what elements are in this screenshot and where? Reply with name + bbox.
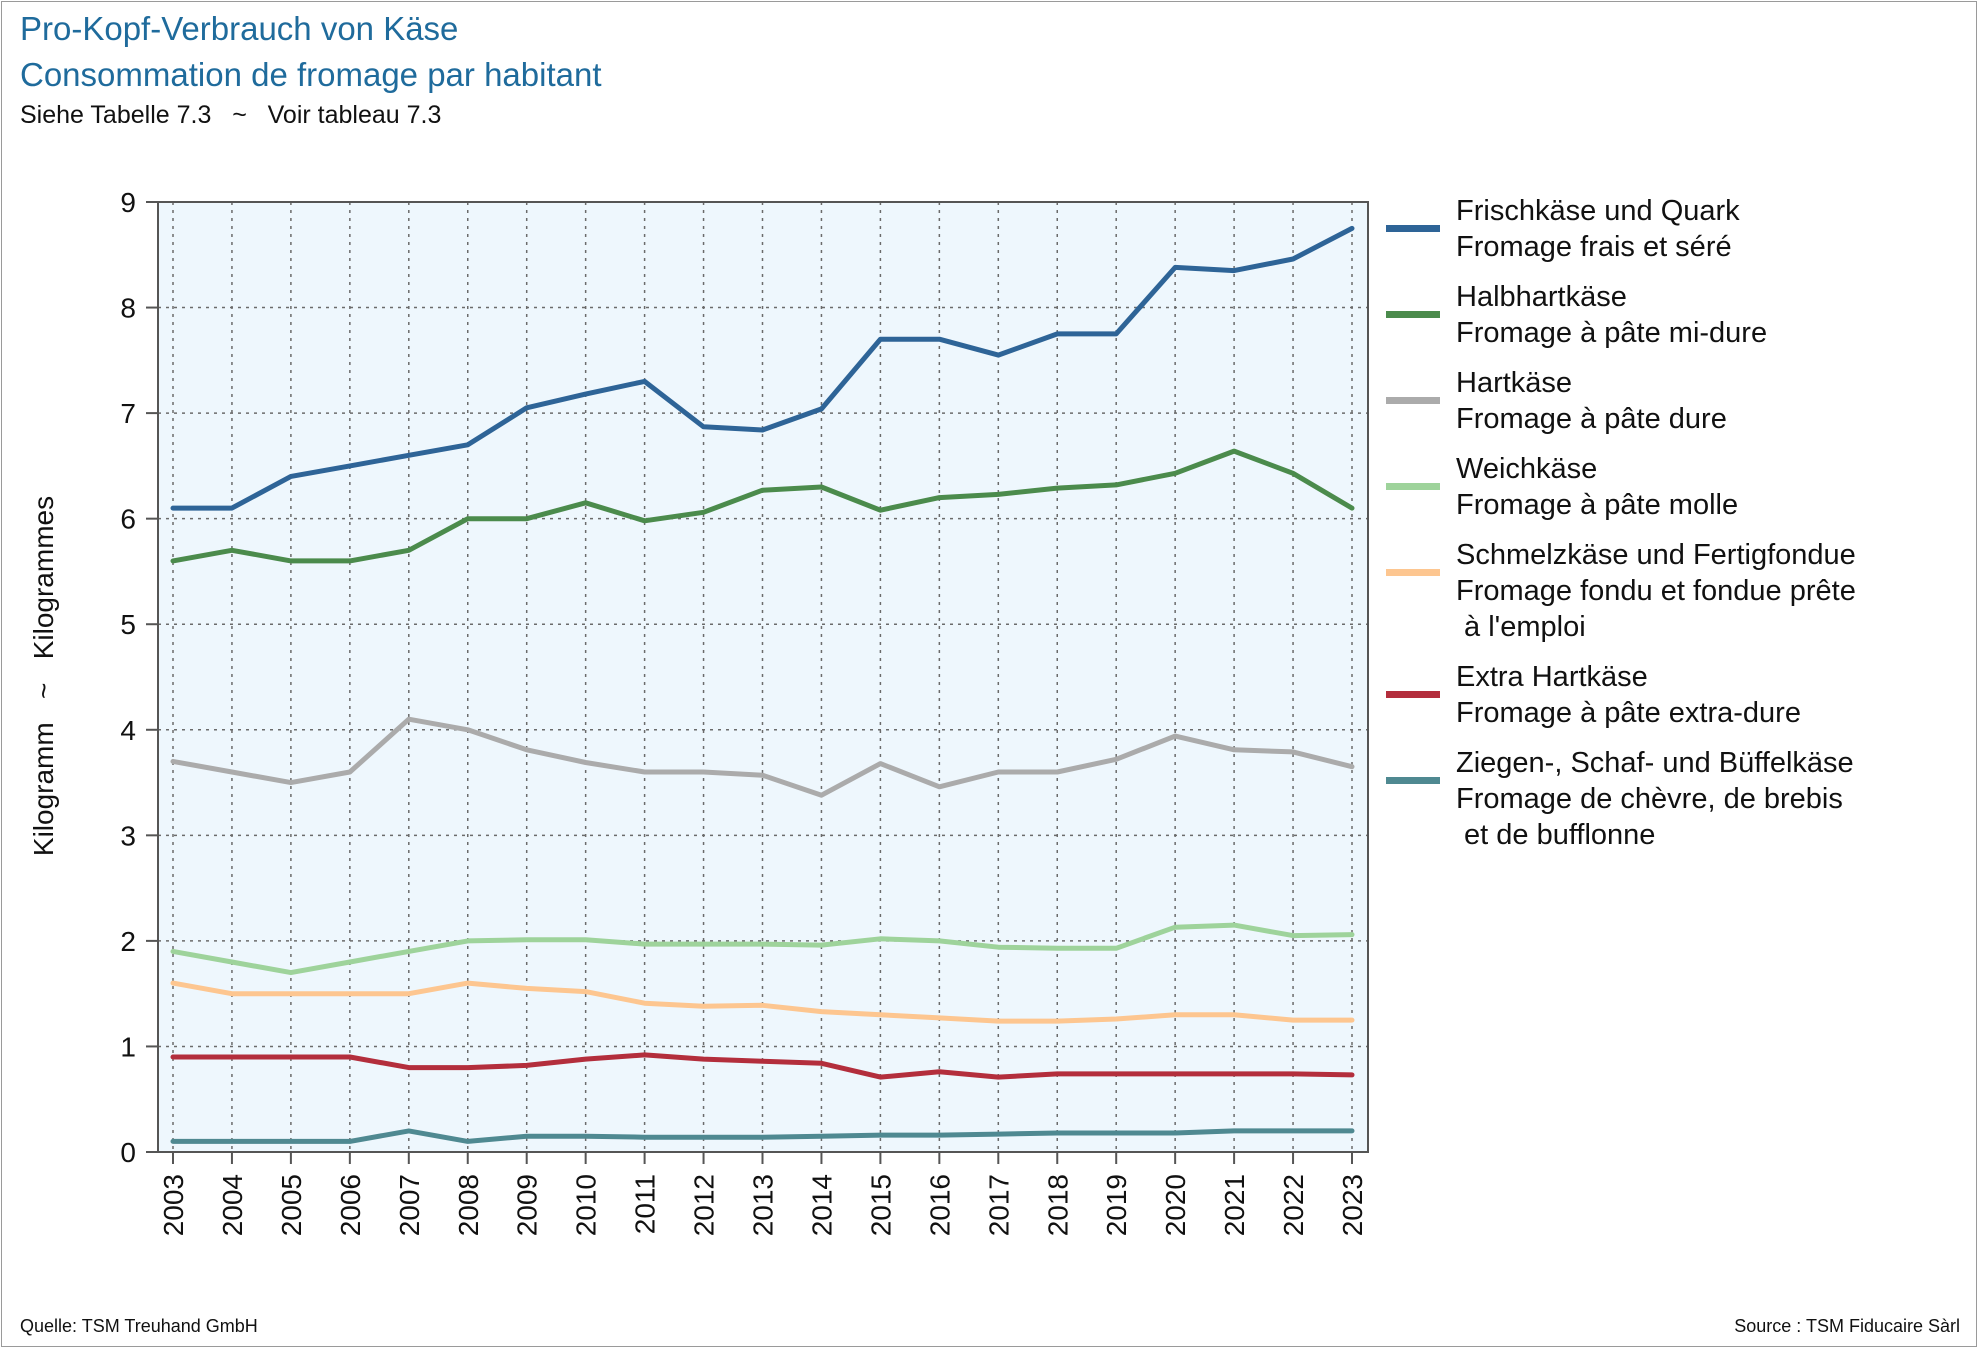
x-tick-label: 2011 (630, 1174, 661, 1234)
x-tick-label: 2007 (394, 1174, 425, 1236)
legend-swatch (1386, 311, 1440, 318)
legend-label-fr: Fromage à pâte mi-dure (1456, 317, 1768, 349)
x-tick-label: 2010 (571, 1174, 602, 1236)
legend-item: Halbhartkäse Fromage à pâte mi-dure (1386, 279, 1966, 351)
legend-label-fr: Fromage à pâte extra-dure (1456, 697, 1801, 729)
x-tick-label: 2006 (335, 1174, 366, 1236)
x-tick-label: 2005 (276, 1174, 307, 1236)
legend-item: Ziegen-, Schaf- und Büffelkäse Fromage de… (1386, 745, 1966, 853)
x-tick-label: 2014 (806, 1174, 837, 1236)
x-tick-label: 2015 (865, 1174, 896, 1236)
series-line-6 (170, 1052, 1355, 1080)
legend-swatch (1386, 483, 1440, 490)
x-tick-label: 2008 (453, 1174, 484, 1236)
y-tick-label: 5 (120, 609, 136, 640)
legend-label-fr: Fromage de chèvre, de brebis et de buffl… (1456, 783, 1843, 851)
legend-swatch (1386, 691, 1440, 698)
x-tick-label: 2021 (1219, 1174, 1250, 1236)
y-tick-label: 9 (120, 187, 136, 218)
y-tick-label: 3 (120, 820, 136, 851)
legend: Frischkäse und Quark Fromage frais et sér… (1386, 193, 1966, 867)
x-tick-label: 2013 (748, 1174, 779, 1236)
x-tick-label: 2023 (1337, 1174, 1368, 1236)
legend-label-fr: Fromage à pâte dure (1456, 403, 1727, 435)
x-tick-label: 2009 (512, 1174, 543, 1236)
x-tick-label: 2004 (217, 1174, 248, 1236)
y-tick-label: 2 (120, 926, 136, 957)
legend-label-de: Schmelzkäse und Fertigfondue (1456, 539, 1856, 571)
source-de: Quelle: TSM Treuhand GmbH (20, 1316, 258, 1336)
table-reference-note: Siehe Tabelle 7.3 ~ Voir tableau 7.3 (20, 101, 442, 129)
y-tick-label: 8 (120, 293, 136, 324)
legend-label-de: Frischkäse und Quark (1456, 195, 1740, 227)
x-tick-label: 2020 (1160, 1174, 1191, 1236)
legend-item: Frischkäse und Quark Fromage frais et sér… (1386, 193, 1966, 265)
y-tick-label: 4 (120, 715, 136, 746)
x-tick-label: 2012 (689, 1174, 720, 1236)
y-tick-label: 0 (120, 1137, 136, 1168)
x-tick-label: 2017 (983, 1174, 1014, 1236)
legend-swatch (1386, 777, 1440, 784)
legend-item: Extra Hartkäse Fromage à pâte extra-dure (1386, 659, 1966, 731)
series-line-1 (170, 225, 1355, 511)
legend-label-fr: Fromage à pâte molle (1456, 489, 1739, 521)
legend-label-de: Weichkäse (1456, 453, 1598, 485)
legend-item: Weichkäse Fromage à pâte molle (1386, 451, 1966, 523)
series-line-4 (170, 922, 1355, 976)
y-axis: 0 1 2 3 4 5 6 7 8 9 (120, 187, 158, 1168)
legend-label-fr: Fromage frais et séré (1456, 231, 1732, 263)
legend-swatch (1386, 397, 1440, 404)
series-line-3 (170, 716, 1355, 798)
legend-label-de: Extra Hartkäse (1456, 661, 1648, 693)
legend-label-de: Halbhartkäse (1456, 281, 1627, 313)
y-tick-label: 7 (120, 398, 136, 429)
x-axis: 2003 2004 2005 2006 2007 2008 2009 2010 2011 2012… (158, 1152, 1368, 1236)
x-tick-label: 2016 (924, 1174, 955, 1236)
x-tick-label: 2019 (1101, 1174, 1132, 1236)
series-line-7 (170, 1128, 1355, 1144)
legend-label-de: Hartkäse (1456, 367, 1573, 399)
y-tick-label: 6 (120, 504, 136, 535)
chart-title-fr: Consommation de fromage par habitant (20, 56, 602, 93)
legend-item: Schmelzkäse und Fertigfondue Fromage fond… (1386, 537, 1966, 645)
grid-lines (158, 202, 1368, 1152)
x-tick-label: 2018 (1042, 1174, 1073, 1236)
chart-title-de: Pro-Kopf-Verbrauch von Käse (20, 10, 459, 47)
legend-label-de: Ziegen-, Schaf- und Büffelkäse (1456, 747, 1854, 779)
y-tick-label: 1 (120, 1031, 136, 1062)
series-line-2 (170, 448, 1355, 564)
x-tick-label: 2022 (1278, 1174, 1309, 1236)
legend-swatch (1386, 225, 1440, 232)
legend-swatch (1386, 569, 1440, 576)
x-tick-label: 2003 (158, 1174, 189, 1236)
series-lines (170, 225, 1355, 1144)
series-line-5 (170, 980, 1355, 1024)
legend-label-fr: Fromage fondu et fondue prête à l'emploi (1456, 575, 1856, 643)
legend-item: Hartkäse Fromage à pâte dure (1386, 365, 1966, 437)
source-fr: Source : TSM Fiducaire Sàrl (1734, 1316, 1960, 1336)
